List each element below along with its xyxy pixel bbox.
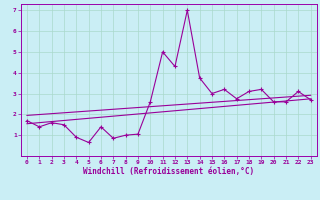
X-axis label: Windchill (Refroidissement éolien,°C): Windchill (Refroidissement éolien,°C) xyxy=(83,167,254,176)
